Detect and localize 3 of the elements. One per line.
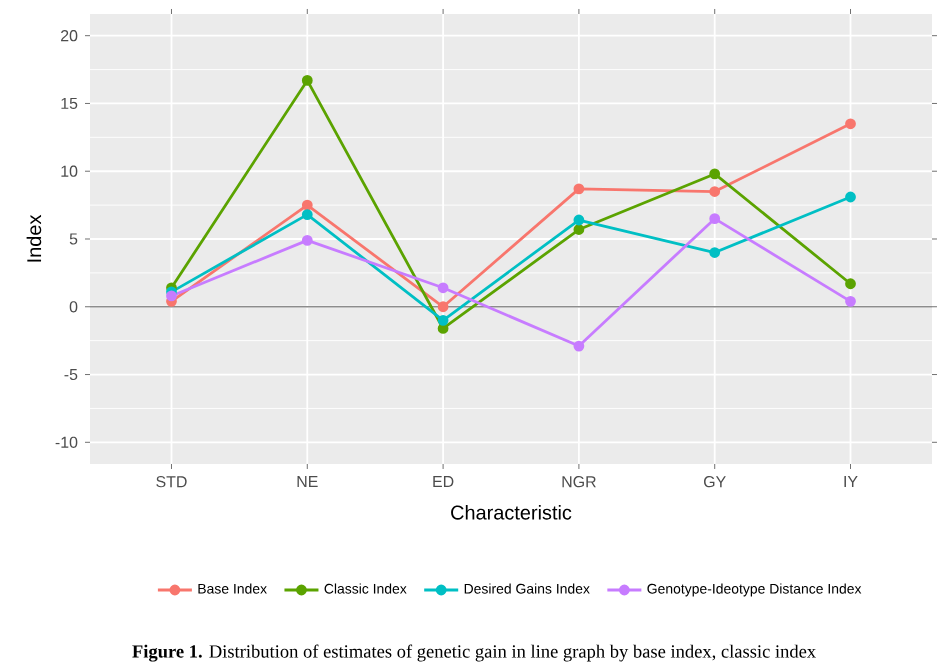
y-axis-title: Index xyxy=(26,214,42,262)
text: Figure 1. Distribution of estimates of genetic gain in line graph by base index, classic index xyxy=(132,644,816,662)
x-axis-title: Characteristic xyxy=(451,505,572,520)
